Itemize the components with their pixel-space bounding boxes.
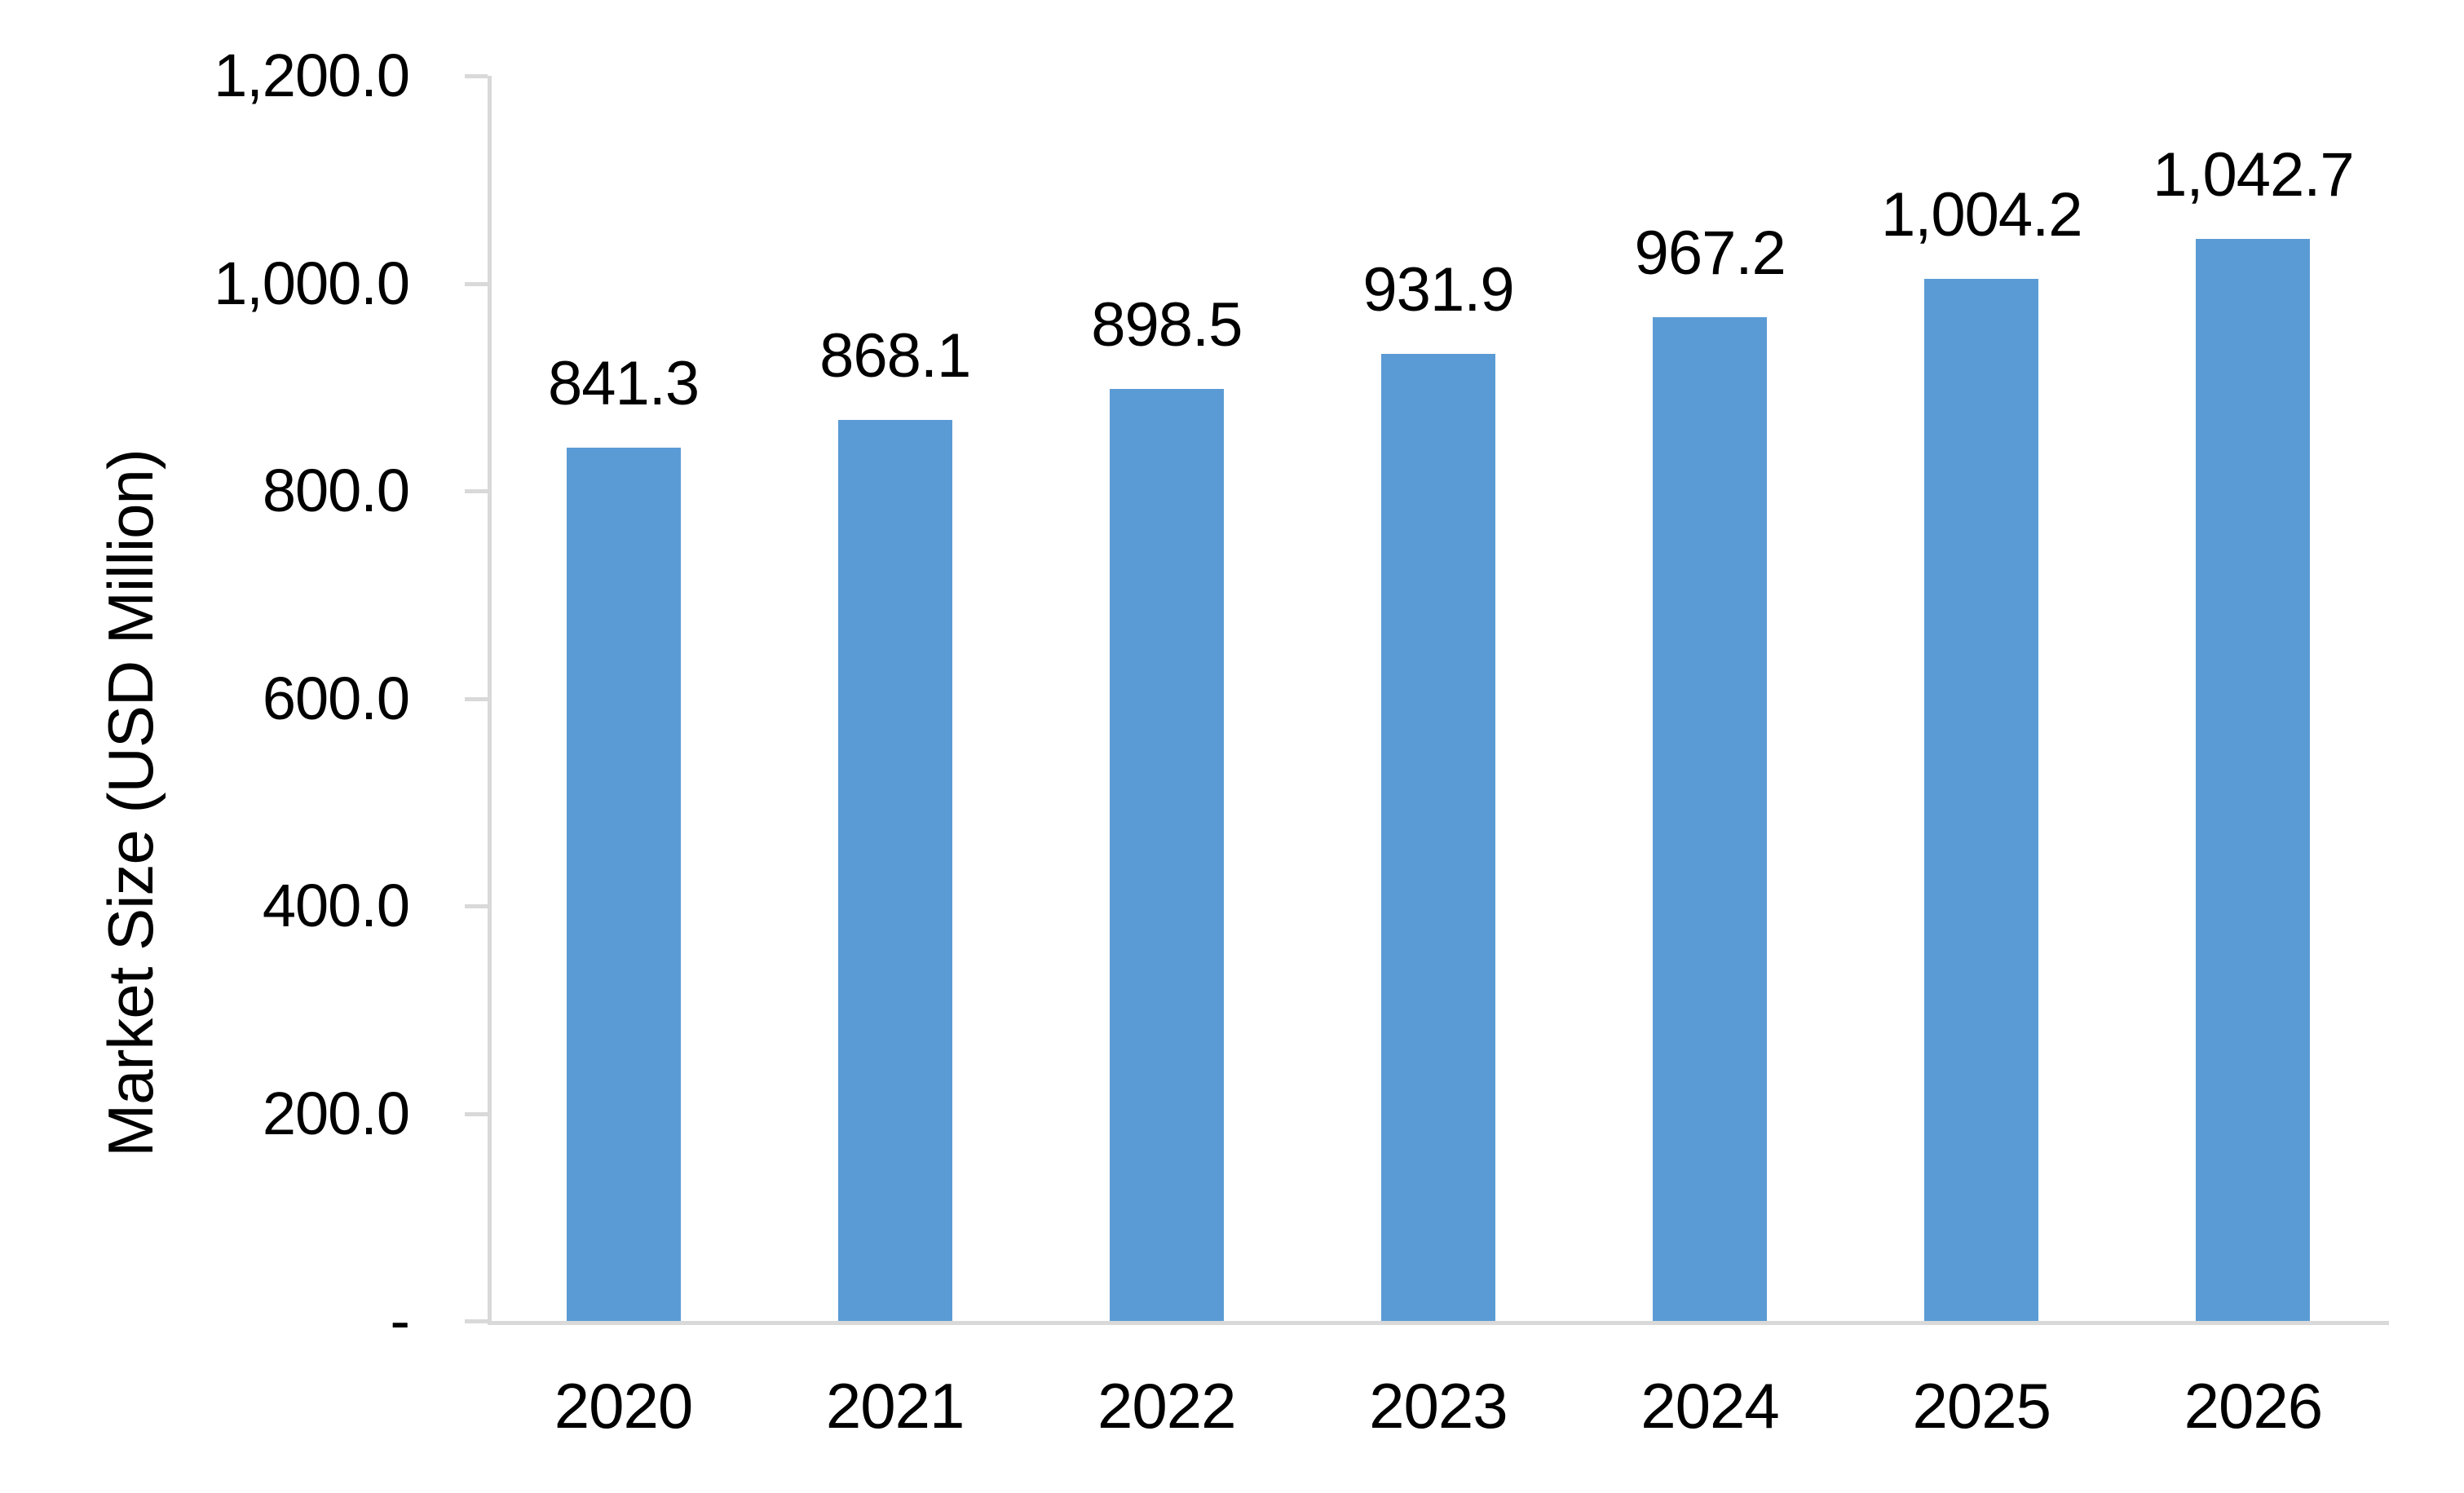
- bar-2022: [1109, 388, 1224, 1321]
- x-tick-label: 2025: [1912, 1370, 2051, 1442]
- y-tick-mark: [465, 696, 488, 701]
- bar-2020: [566, 448, 681, 1321]
- y-tick-label: 200.0: [262, 1079, 410, 1147]
- x-tick-label: 2026: [2184, 1370, 2324, 1442]
- bar-value-label: 931.9: [1362, 255, 1514, 325]
- x-tick-label: 2024: [1640, 1370, 1780, 1442]
- y-tick-mark: [465, 1111, 488, 1116]
- bar-2021: [837, 420, 952, 1321]
- x-tick-label: 2023: [1369, 1370, 1508, 1442]
- bar-value-label: 841.3: [547, 349, 700, 419]
- x-tick-label: 2021: [825, 1370, 965, 1442]
- bar-value-label: 967.2: [1634, 219, 1786, 289]
- bar-value-label: 1,042.7: [2153, 140, 2355, 210]
- bar-2026: [2196, 239, 2311, 1321]
- y-tick-label: 400.0: [262, 872, 410, 939]
- bar-value-label: 868.1: [819, 321, 971, 391]
- bar-value-label: 1,004.2: [1880, 180, 2083, 250]
- y-tick-label: 1,200.0: [214, 42, 410, 109]
- y-tick-label: 600.0: [262, 664, 410, 732]
- x-axis-line: [488, 1321, 2389, 1325]
- x-tick-label: 2022: [1097, 1370, 1237, 1442]
- y-tick-label: 1,000.0: [214, 249, 410, 317]
- bar-2023: [1381, 354, 1495, 1321]
- bar-2025: [1924, 279, 2039, 1321]
- y-tick-label: 800.0: [262, 457, 410, 524]
- bar-value-label: 898.5: [1091, 289, 1243, 360]
- y-axis-line: [488, 76, 492, 1325]
- y-tick-mark: [465, 1319, 488, 1323]
- y-tick-mark: [465, 74, 488, 78]
- y-tick-label: -: [390, 1287, 410, 1354]
- bar-2024: [1653, 317, 1768, 1321]
- y-tick-mark: [465, 281, 488, 286]
- y-tick-mark: [465, 489, 488, 493]
- x-tick-label: 2020: [554, 1370, 694, 1442]
- y-tick-mark: [465, 904, 488, 908]
